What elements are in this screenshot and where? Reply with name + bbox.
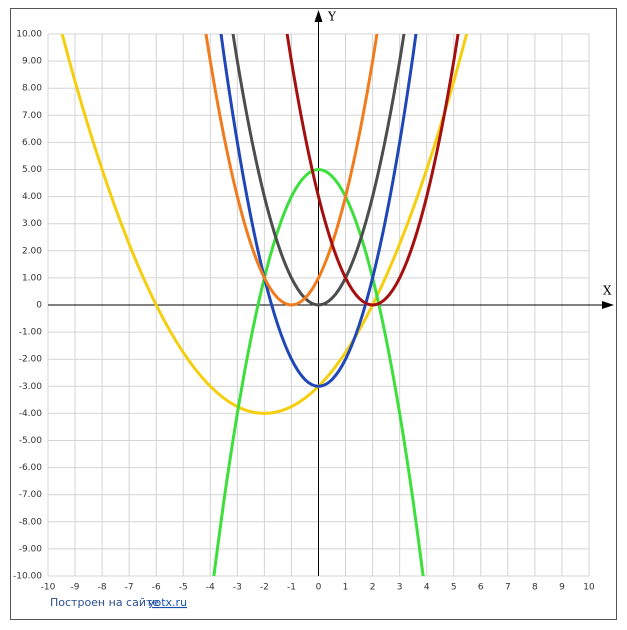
y-tick-label: 1.00 <box>22 273 42 283</box>
x-tick-label: -1 <box>287 583 296 593</box>
y-tick-label: -5.00 <box>19 436 43 446</box>
curve <box>204 34 379 307</box>
curve <box>231 34 406 307</box>
x-tick-label: -5 <box>179 583 188 593</box>
x-tick-label: 9 <box>559 583 565 593</box>
y-tick-label: 4.00 <box>22 192 42 202</box>
y-tick-label: -9.00 <box>19 544 43 554</box>
curve <box>212 168 425 576</box>
x-tick-label: 5 <box>451 583 457 593</box>
y-tick-label: -2.00 <box>19 355 43 365</box>
x-tick-label: -4 <box>206 583 215 593</box>
curve <box>60 34 469 415</box>
x-tick-label: -7 <box>125 583 134 593</box>
y-tick-label: 9.00 <box>22 57 42 67</box>
y-tick-label: 8.00 <box>22 84 42 94</box>
y-tick-label: -3.00 <box>19 382 43 392</box>
x-arrow <box>602 301 614 309</box>
x-tick-label: 2 <box>370 583 376 593</box>
y-tick-label: 5.00 <box>22 165 42 175</box>
x-tick-label: -10 <box>41 583 56 593</box>
y-tick-label: 2.00 <box>22 246 42 256</box>
x-tick-label: -9 <box>71 583 80 593</box>
frame <box>10 8 617 620</box>
y-tick-label: -10.00 <box>13 572 42 582</box>
x-tick-label: 6 <box>478 583 484 593</box>
y-tick-label: 3.00 <box>22 219 42 229</box>
y-tick-label: -8.00 <box>19 517 43 527</box>
footer-link[interactable]: yotx.ru <box>148 596 187 609</box>
y-tick-label: 10.00 <box>16 30 42 40</box>
x-tick-label: 10 <box>583 583 595 593</box>
x-tick-label: 7 <box>505 583 511 593</box>
y-tick-label: -1.00 <box>19 328 43 338</box>
y-axis-title: Y <box>327 10 337 24</box>
y-tick-label: 0 <box>36 301 42 311</box>
x-tick-label: 3 <box>397 583 403 593</box>
footer-text: Построен на сайте <box>50 596 159 609</box>
x-tick-label: -2 <box>260 583 269 593</box>
curve <box>219 34 418 388</box>
y-tick-label: -7.00 <box>19 490 43 500</box>
x-tick-label: 8 <box>532 583 538 593</box>
x-tick-label: 0 <box>316 583 322 593</box>
y-tick-label: 6.00 <box>22 138 42 148</box>
tick-labels: -10 -9 -8 -7 -6 -5 -4 -3 -2 -1 0 1 2 3 4 5 6 7 8 9 1010.009.… <box>13 30 595 593</box>
y-tick-label: -4.00 <box>19 409 43 419</box>
series <box>60 34 469 576</box>
x-axis-title: X <box>603 284 612 298</box>
y-arrow <box>314 10 323 22</box>
curve <box>285 34 460 307</box>
y-tick-label: -6.00 <box>19 463 43 473</box>
axes: X Y <box>48 10 614 576</box>
x-tick-label: 1 <box>343 583 349 593</box>
x-tick-label: 4 <box>424 583 430 593</box>
x-tick-label: -3 <box>233 583 242 593</box>
x-tick-label: -6 <box>152 583 161 593</box>
x-tick-label: -8 <box>98 583 107 593</box>
y-tick-label: 7.00 <box>22 111 42 121</box>
